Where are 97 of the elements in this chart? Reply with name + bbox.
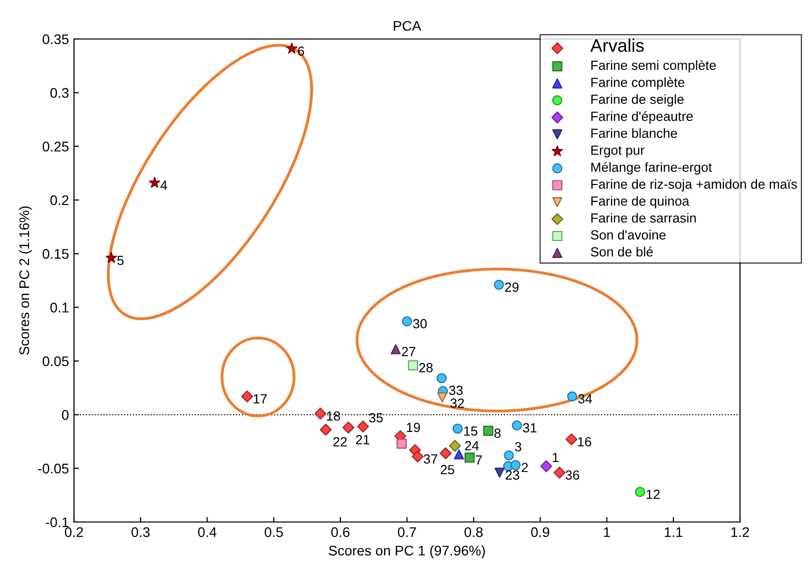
point: [342, 422, 354, 434]
point: [554, 466, 566, 479]
legend-label: Son de blé: [590, 246, 653, 257]
annotation: 30: [413, 319, 427, 328]
point: [241, 390, 254, 402]
point: [286, 42, 298, 54]
point: [452, 424, 463, 434]
x-tick-label: 0.8: [464, 527, 483, 538]
point: [437, 392, 448, 403]
annotation: 35: [369, 413, 383, 422]
annotation: 8: [494, 428, 501, 438]
y-tick-label: 0.35: [42, 34, 69, 44]
y-tick-label: 0.15: [42, 249, 69, 259]
x-tick-label: 0.7: [398, 527, 416, 538]
annotation: 34: [578, 394, 592, 404]
point: [454, 449, 464, 460]
annotation: 19: [406, 422, 420, 432]
annotation: 28: [419, 363, 433, 372]
legend-label: Farine blanche: [591, 128, 677, 138]
annotation: 2: [522, 462, 528, 472]
point: [402, 316, 412, 326]
chart-title: PCA: [394, 20, 422, 31]
annotation: 27: [402, 346, 416, 356]
annotation: 12: [646, 490, 660, 499]
x-tick-label: 0.9: [531, 527, 550, 538]
point: [540, 460, 552, 472]
annotation: 4: [160, 180, 168, 190]
annotation: 16: [578, 437, 592, 446]
point: [567, 391, 578, 402]
point: [449, 440, 461, 452]
annotation: 23: [506, 470, 520, 480]
annotation: 31: [522, 423, 536, 432]
annotation: 18: [326, 411, 340, 421]
point: [483, 426, 494, 436]
annotation: 15: [464, 426, 478, 436]
y-axis-title: Scores on PC 2 (1.16%): [18, 206, 32, 355]
annotation: 24: [465, 441, 479, 450]
point: [566, 433, 578, 446]
x-tick-label: 1.1: [664, 527, 682, 537]
legend-label: Farine de riz-soja +amidon de maïs: [591, 179, 797, 192]
legend-label: Farine de sarrasin: [591, 212, 696, 223]
y-tick-label: 0.3: [50, 88, 69, 98]
legend-label: Farine de quinoa: [591, 196, 690, 208]
annotation: 29: [505, 282, 519, 292]
annotation: 37: [424, 454, 438, 464]
legend-label: Mélange farine-ergot: [591, 162, 712, 175]
point: [320, 424, 332, 436]
annotation: 3: [514, 442, 522, 452]
point: [510, 460, 521, 470]
point: [412, 450, 424, 462]
annotation: 33: [449, 386, 463, 395]
legend-label: Farine semi complète: [591, 60, 716, 73]
annotation: 7: [476, 455, 482, 465]
legend-label: Farine complète: [591, 77, 684, 90]
point: [396, 438, 407, 449]
point: [106, 252, 117, 263]
point: [408, 360, 418, 370]
x-tick-label: 0.2: [64, 527, 83, 538]
point: [436, 373, 447, 384]
point: [494, 280, 504, 290]
x-tick-label: 1.2: [731, 527, 749, 537]
point: [494, 468, 505, 478]
annotation: 25: [440, 464, 454, 474]
annotation: 1: [552, 452, 558, 462]
point: [504, 450, 514, 461]
legend-label: Son d'avoine: [590, 230, 666, 240]
y-tick-label: 0.2: [50, 195, 68, 206]
point: [635, 486, 646, 498]
legend-label: Ergot pur: [591, 146, 644, 158]
y-tick-label: -0.05: [38, 464, 69, 474]
annotation: 17: [254, 394, 267, 404]
point: [390, 344, 401, 354]
point: [440, 447, 452, 460]
annotation: 21: [356, 435, 370, 444]
x-tick-label: 1: [604, 527, 610, 537]
y-tick-label: 0: [62, 410, 69, 420]
x-tick-label: 0.4: [198, 527, 216, 538]
legend-label: Farine de seigle: [591, 94, 684, 107]
x-tick-label: 0.3: [131, 527, 150, 538]
x-tick-label: 0.5: [264, 527, 283, 538]
point: [148, 176, 160, 188]
x-axis-title: Scores on PC 1 (97.96%): [328, 545, 485, 558]
y-tick-label: -0.1: [46, 517, 68, 528]
point: [314, 408, 326, 420]
y-tick-label: 0.25: [42, 142, 69, 152]
x-tick-label: 0.6: [331, 527, 350, 538]
legend-label: Farine d'épeautre: [591, 111, 693, 124]
point: [464, 452, 475, 463]
point: [357, 420, 369, 432]
legend-label: Arvalis: [590, 38, 644, 52]
annotation: 32: [450, 398, 464, 408]
annotation: 5: [117, 256, 124, 266]
y-tick-label: 0.05: [42, 356, 69, 366]
annotation: 22: [333, 437, 347, 446]
annotation: 36: [566, 470, 580, 480]
y-tick-label: 0.1: [50, 302, 68, 313]
point: [512, 420, 522, 430]
